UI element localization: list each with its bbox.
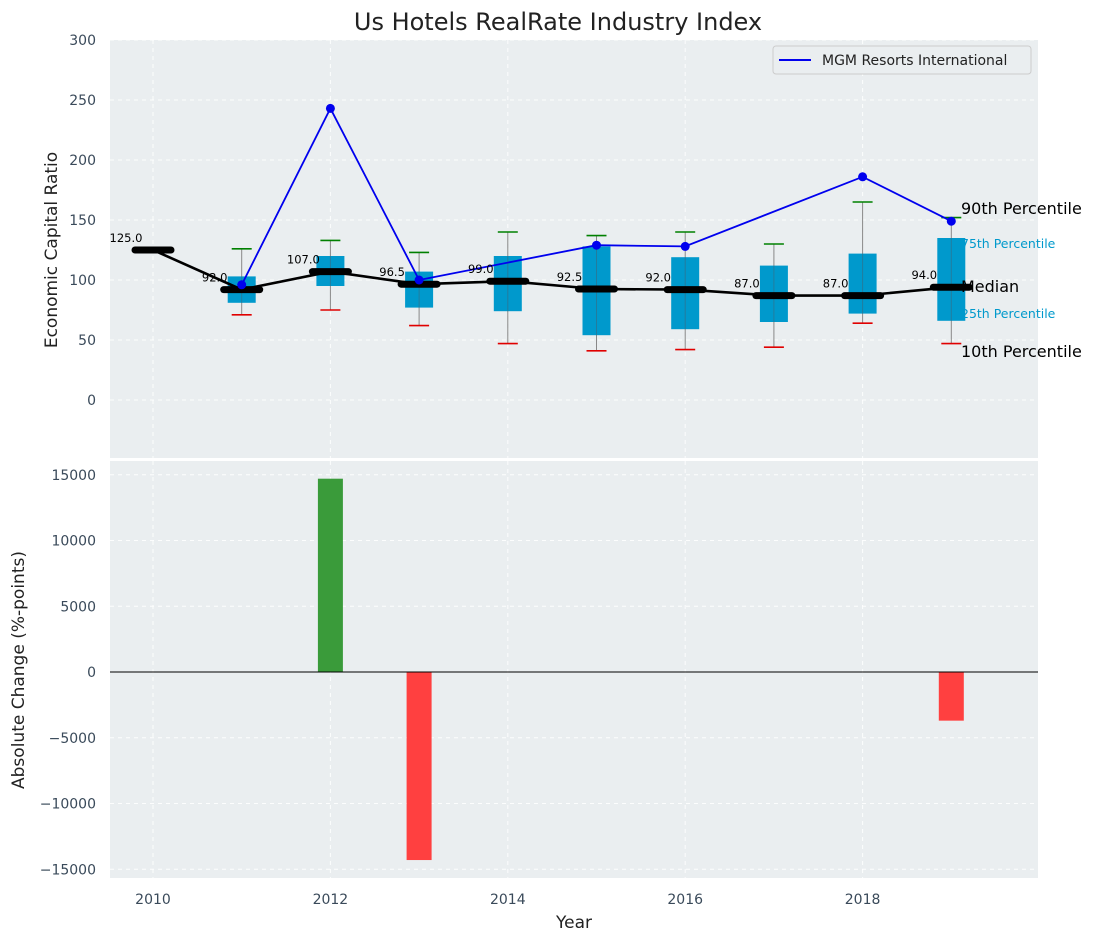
mgm-point xyxy=(592,240,601,250)
x-tick-label: 2014 xyxy=(490,892,526,908)
top-y-ticks: 0 50 100 150 200 250 300 xyxy=(69,33,96,409)
legend-label-mgm: MGM Resorts International xyxy=(822,53,1007,69)
change-bars xyxy=(317,478,964,861)
change-bar xyxy=(317,478,343,672)
median-value-label: 87.0 xyxy=(823,277,849,291)
x-ticks: 2010 2012 2014 2016 2018 xyxy=(135,892,880,908)
x-tick-label: 2016 xyxy=(667,892,703,908)
percentile-annotations: 90th Percentile 75th Percentile Median 2… xyxy=(961,199,1082,361)
median-value-label: 92.5 xyxy=(557,270,583,284)
legend: MGM Resorts International xyxy=(772,45,1032,75)
median-value-label: 92.0 xyxy=(645,271,671,285)
top-y-tick-label: 250 xyxy=(69,93,96,109)
x-tick-label: 2010 xyxy=(135,892,171,908)
median-value-label: 94.0 xyxy=(911,268,937,282)
top-y-tick-label: 300 xyxy=(69,33,96,49)
annotation-p75: 75th Percentile xyxy=(961,236,1056,251)
bottom-y-tick-label: 0 xyxy=(87,665,96,681)
mgm-point xyxy=(858,172,868,182)
median-labels: 125.0 92.0 107.0 96.5 99.0 92.5 92.0 87.0 87.0 94… xyxy=(110,231,938,291)
mgm-point xyxy=(414,275,424,285)
median-value-label: 99.0 xyxy=(468,262,494,276)
bottom-y-tick-label: 5000 xyxy=(60,599,96,615)
x-tick-label: 2018 xyxy=(845,892,881,908)
median-value-label: 92.0 xyxy=(202,271,228,285)
bottom-y-ticks: −15000 −10000 −5000 0 5000 10000 15000 xyxy=(40,468,96,879)
mgm-point xyxy=(680,241,690,251)
mgm-series-group xyxy=(237,103,956,290)
median-line-group xyxy=(131,246,973,300)
bottom-plot-area xyxy=(110,461,1038,878)
mgm-point xyxy=(946,216,956,226)
chart-title: Us Hotels RealRate Industry Index xyxy=(354,8,762,36)
bottom-y-tick-label: −15000 xyxy=(40,862,96,878)
top-y-tick-label: 200 xyxy=(69,153,96,169)
legend-box xyxy=(772,45,1032,75)
x-axis-label: Year xyxy=(555,913,592,933)
annotation-p10: 10th Percentile xyxy=(961,342,1082,361)
annotation-median: Median xyxy=(961,277,1019,296)
change-bar xyxy=(406,672,432,861)
bottom-y-tick-label: −5000 xyxy=(49,731,96,747)
median-value-label: 107.0 xyxy=(287,253,320,267)
median-value-label: 96.5 xyxy=(379,265,405,279)
bottom-y-axis-label: Absolute Change (%-points) xyxy=(9,551,29,789)
x-tick-label: 2012 xyxy=(313,892,349,908)
bottom-y-tick-label: 10000 xyxy=(51,534,96,550)
bottom-y-tick-label: 15000 xyxy=(51,468,96,484)
annotation-p90: 90th Percentile xyxy=(961,199,1082,218)
change-bar xyxy=(938,672,964,721)
median-value-label: 87.0 xyxy=(734,277,760,291)
top-y-tick-label: 150 xyxy=(69,213,96,229)
median-line xyxy=(152,248,952,297)
top-y-tick-label: 100 xyxy=(69,273,96,289)
annotation-p25: 25th Percentile xyxy=(961,306,1056,321)
bottom-y-tick-label: −10000 xyxy=(40,797,96,813)
mgm-point xyxy=(325,103,335,113)
top-y-axis-label: Economic Capital Ratio xyxy=(42,152,62,348)
median-value-label: 125.0 xyxy=(110,231,143,245)
mgm-point xyxy=(237,280,247,290)
top-y-tick-label: 0 xyxy=(87,393,96,409)
top-y-tick-label: 50 xyxy=(78,333,96,349)
